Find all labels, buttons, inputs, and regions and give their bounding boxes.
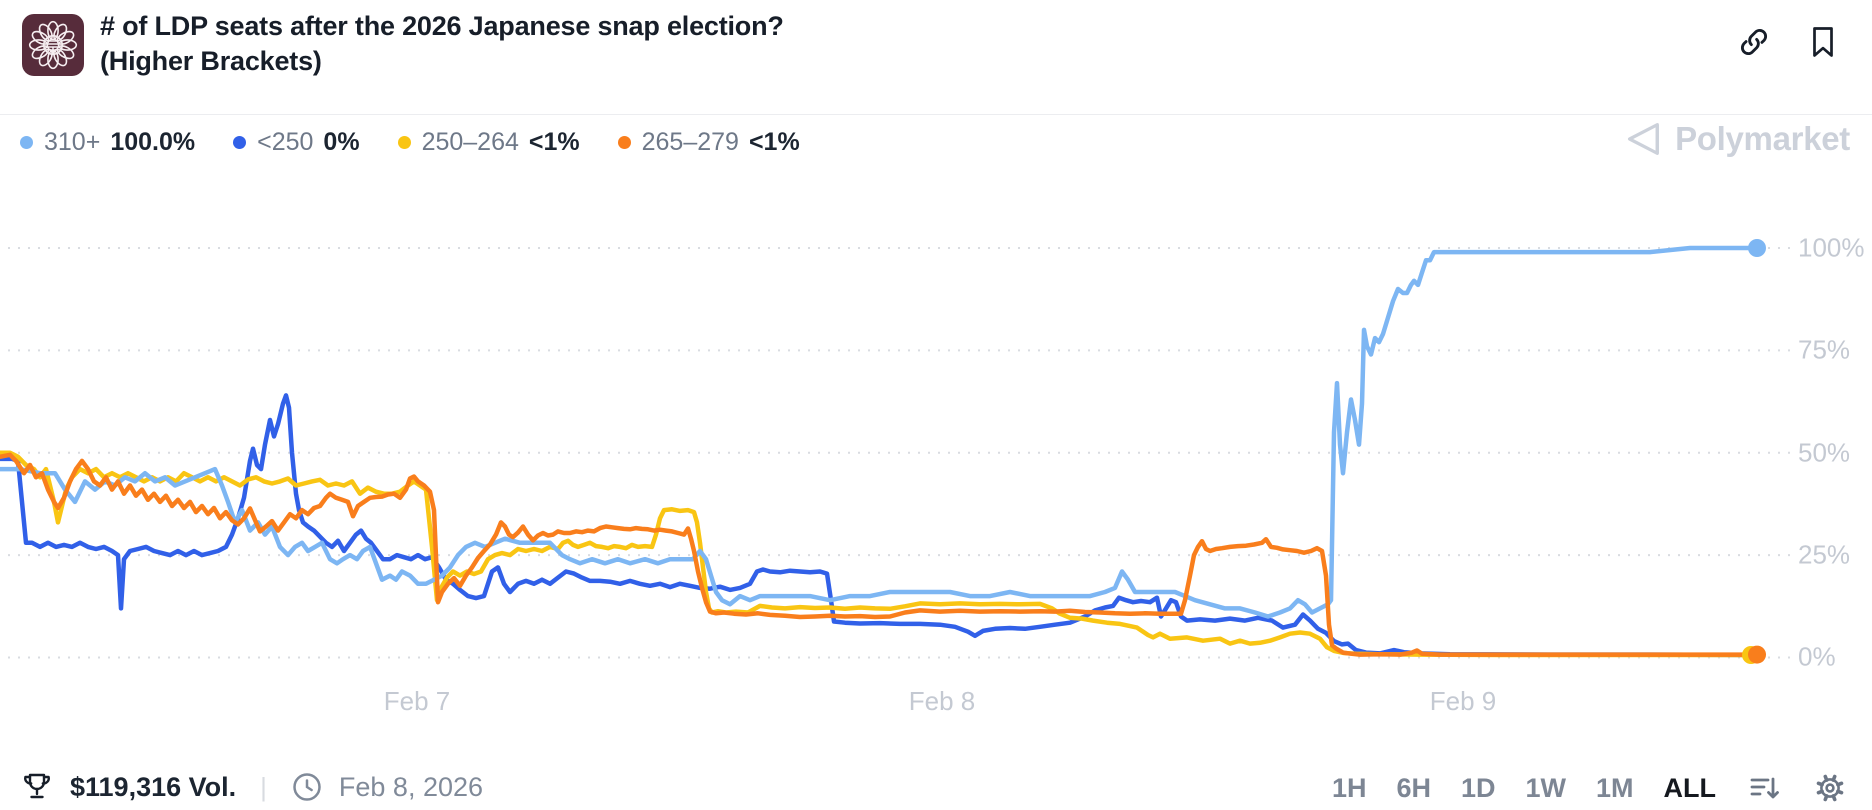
footer-stats: $119,316 Vol. | Feb 8, 2026	[20, 770, 483, 804]
timeframe-1m[interactable]: 1M	[1596, 772, 1634, 803]
link-icon	[1740, 28, 1768, 56]
settings-button[interactable]	[1812, 770, 1848, 806]
legend-value: <1%	[528, 127, 580, 156]
market-thumbnail	[22, 14, 84, 76]
legend-item-250-264[interactable]: 250–264 <1%	[397, 127, 580, 157]
legend-value: 100.0%	[110, 127, 196, 156]
legend-dot-icon	[617, 135, 631, 149]
x-axis-label-feb7: Feb 7	[383, 686, 451, 716]
bookmark-icon	[1813, 27, 1833, 57]
timeframe-1d[interactable]: 1D	[1460, 772, 1496, 803]
scale-toggle-button[interactable]	[1746, 770, 1782, 806]
market-title: # of LDP seats after the 2026 Japanese s…	[100, 11, 784, 76]
y-axis-label-75: 75%	[1798, 334, 1851, 365]
volume-label: $119,316 Vol.	[70, 771, 237, 802]
timeframe-6h[interactable]: 6H	[1396, 772, 1431, 803]
header-divider	[0, 114, 1872, 115]
chart-legend: 310+ 100.0% <250 0% 250–264 <1% 265–279 …	[20, 126, 800, 158]
y-axis-label-50: 50%	[1798, 437, 1851, 468]
legend-item-under250[interactable]: <250 0%	[233, 127, 360, 157]
timeframe-all[interactable]: ALL	[1663, 772, 1716, 803]
legend-value: 0%	[323, 127, 360, 156]
legend-dot-icon	[20, 135, 33, 149]
clock-icon	[293, 773, 321, 801]
x-axis-label-feb9: Feb 9	[1429, 686, 1497, 716]
timeframe-1h[interactable]: 1H	[1331, 772, 1367, 803]
polymarket-logo-icon	[1628, 123, 1659, 155]
legend-dot-icon	[397, 135, 411, 149]
legend-item-265-279[interactable]: 265–279 <1%	[617, 127, 800, 157]
end-date-label: Feb 8, 2026	[338, 771, 484, 802]
chart-controls: 1H 6H 1D 1W 1M ALL	[1332, 770, 1848, 806]
legend-value: <1%	[748, 127, 800, 156]
sort-descending-icon	[1750, 777, 1779, 799]
gear-icon	[1816, 774, 1844, 802]
chrysanthemum-icon	[28, 20, 78, 70]
legend-item-310plus[interactable]: 310+ 100.0%	[20, 128, 195, 157]
legend-label: 265–279	[641, 127, 739, 156]
polymarket-watermark-text: Polymarket	[1675, 120, 1850, 157]
legend-label: 310+	[44, 127, 101, 156]
x-axis-label-feb8: Feb 8	[908, 686, 976, 716]
bookmark-button[interactable]	[1806, 24, 1840, 60]
legend-label: <250	[257, 127, 314, 156]
timeframe-1w[interactable]: 1W	[1525, 772, 1567, 803]
polymarket-watermark-link[interactable]: Polymarket	[1621, 118, 1850, 160]
y-axis-label-0: 0%	[1798, 641, 1836, 672]
copy-link-button[interactable]	[1736, 24, 1772, 60]
legend-dot-icon	[233, 135, 247, 149]
footer-divider: |	[260, 771, 267, 802]
y-axis-label-100: 100%	[1798, 232, 1865, 263]
trophy-icon	[24, 773, 50, 799]
y-axis-label-25: 25%	[1798, 539, 1851, 570]
legend-label: 250–264	[421, 127, 519, 156]
